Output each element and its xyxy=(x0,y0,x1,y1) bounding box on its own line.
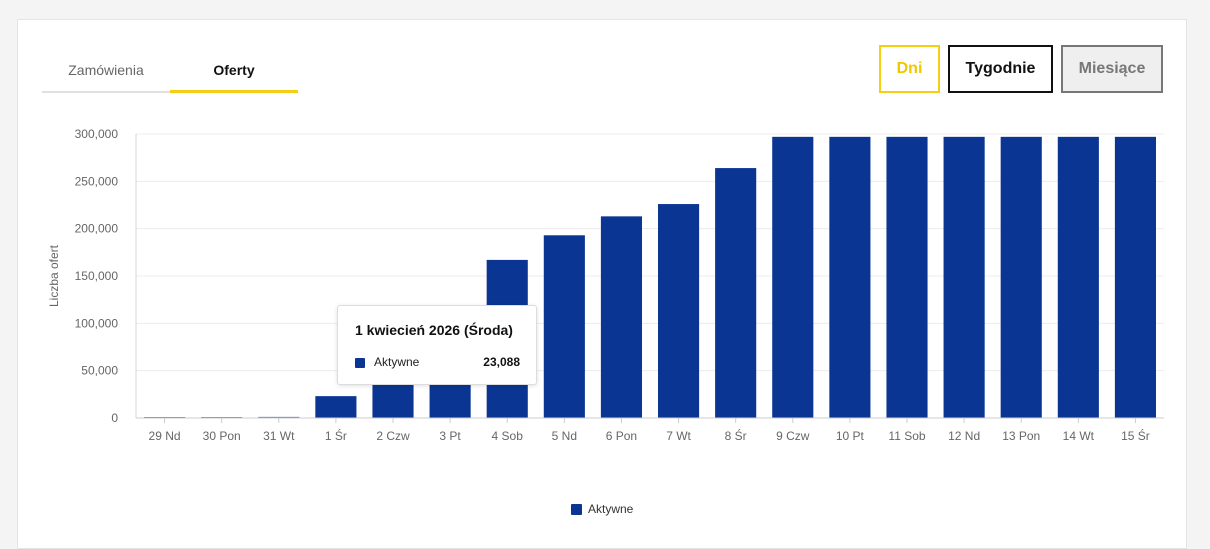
x-tick-label: 13 Pon xyxy=(1002,429,1040,443)
x-tick-label: 4 Sob xyxy=(492,429,524,443)
tab-offers-label: Oferty xyxy=(213,62,255,78)
y-tick-label: 200,000 xyxy=(75,222,119,236)
x-tick-label: 7 Wt xyxy=(666,429,691,443)
months-button[interactable]: Miesiące xyxy=(1061,45,1163,93)
bar-16[interactable] xyxy=(1000,136,1042,418)
tab-orders[interactable]: Zamówienia xyxy=(68,62,144,78)
x-tick-label: 8 Śr xyxy=(725,428,747,443)
x-tick-label: 14 Wt xyxy=(1063,429,1095,443)
weeks-button[interactable]: Tygodnie xyxy=(948,45,1053,93)
x-tick-label: 3 Pt xyxy=(439,429,461,443)
tab-offers[interactable]: Oferty xyxy=(170,47,298,93)
bar-5[interactable] xyxy=(372,382,414,418)
x-tick-label: 31 Wt xyxy=(263,429,295,443)
y-axis-label: Liczba ofert xyxy=(47,244,61,307)
y-tick-label: 50,000 xyxy=(81,364,118,378)
tooltip-series-swatch xyxy=(355,358,365,368)
bar-12[interactable] xyxy=(772,136,814,418)
x-tick-label: 15 Śr xyxy=(1121,428,1150,443)
x-tick-label: 11 Sob xyxy=(888,429,925,443)
x-tick-label: 9 Czw xyxy=(776,429,810,443)
x-tick-label: 2 Czw xyxy=(376,429,410,443)
bar-8[interactable] xyxy=(543,235,585,418)
y-tick-label: 250,000 xyxy=(75,174,119,188)
bar-17[interactable] xyxy=(1057,136,1099,418)
bar-chart: 0 50,000 100,000 150,000 200,000 250,000 300,0… xyxy=(47,127,1164,443)
y-tick-label: 300,000 xyxy=(75,127,119,141)
y-tick-label: 100,000 xyxy=(75,316,119,330)
legend-swatch xyxy=(571,503,582,515)
x-tick-label: 1 Śr xyxy=(325,428,347,443)
y-tick-label: 150,000 xyxy=(75,269,119,283)
bar-11[interactable] xyxy=(715,168,757,418)
tooltip-series-name: Aktywne xyxy=(374,355,420,369)
tab-bar: Zamówienia Oferty xyxy=(42,47,298,93)
bar-9[interactable] xyxy=(600,216,643,418)
x-tick-label: 30 Pon xyxy=(203,429,241,443)
chart-tooltip: 1 kwiecień 2026 (Środa) Aktywne 23,088 xyxy=(337,305,537,385)
days-button[interactable]: Dni xyxy=(879,45,940,93)
bar-3[interactable] xyxy=(258,416,300,418)
bar-4[interactable] xyxy=(315,396,357,418)
legend-label: Aktywne xyxy=(588,502,634,516)
x-tick-label: 29 Nd xyxy=(149,429,181,443)
tooltip-title: 1 kwiecień 2026 (Środa) xyxy=(355,322,513,338)
active-tab-underline xyxy=(170,90,298,93)
x-tick-label: 10 Pt xyxy=(836,429,865,443)
bar-13[interactable] xyxy=(829,136,871,418)
bar-10[interactable] xyxy=(657,204,700,418)
bar-15[interactable] xyxy=(943,136,985,418)
x-tick-label: 5 Nd xyxy=(552,429,577,443)
x-tick-label: 6 Pon xyxy=(606,429,637,443)
tooltip-value: 23,088 xyxy=(483,355,520,369)
bar-18[interactable] xyxy=(1114,136,1157,418)
chart-legend[interactable]: Aktywne xyxy=(571,502,633,516)
x-tick-label: 12 Nd xyxy=(948,429,980,443)
bar-14[interactable] xyxy=(886,136,928,418)
y-tick-label: 0 xyxy=(111,411,118,425)
